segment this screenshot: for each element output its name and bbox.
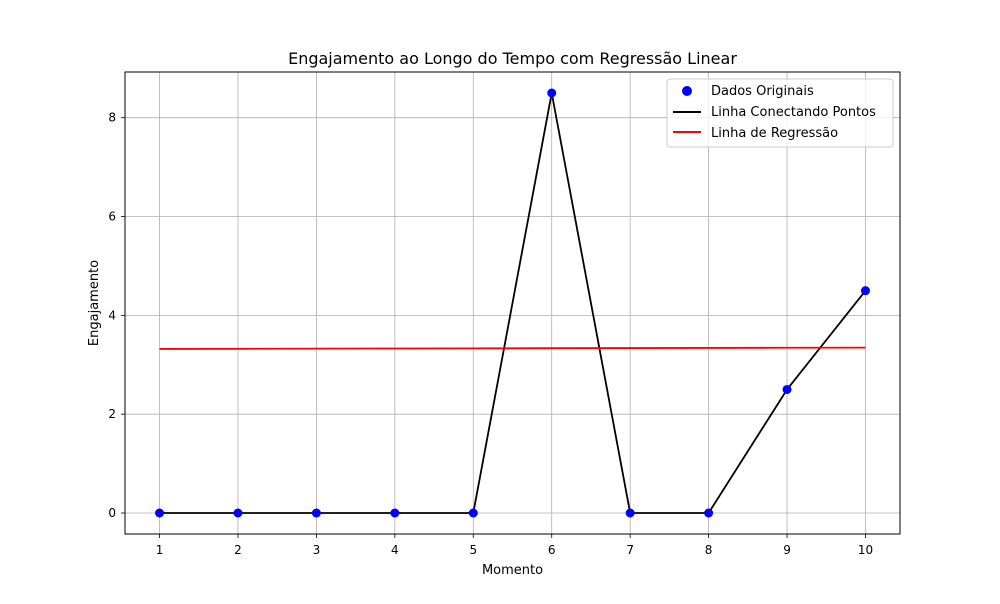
y-tick-label: 0: [108, 506, 116, 520]
legend: Dados Originais Linha Conectando Pontos …: [666, 78, 894, 148]
chart-title: Engajamento ao Longo do Tempo com Regres…: [288, 49, 737, 68]
data-point: [704, 508, 714, 518]
regression-line: [159, 346, 866, 350]
data-point: [468, 508, 478, 518]
y-tick-label: 6: [108, 210, 116, 224]
x-tick-label: 10: [858, 543, 873, 557]
data-point: [390, 508, 400, 518]
data-point: [625, 508, 635, 518]
y-axis-label: Engajamento: [87, 260, 102, 346]
legend-marker-dados-originais: [682, 86, 692, 96]
y-tick-label: 8: [108, 111, 116, 125]
x-tick-label: 6: [548, 543, 556, 557]
x-tick-label: 4: [391, 543, 399, 557]
legend-label-linha-conectando-pontos: Linha Conectando Pontos: [711, 105, 876, 120]
grid-lines: [125, 72, 900, 534]
plot-frame: [124, 71, 901, 535]
x-tick-label: 2: [234, 543, 242, 557]
data-point: [547, 88, 557, 98]
connecting-line: [159, 92, 867, 514]
y-tick-label: 2: [108, 407, 116, 421]
x-tick-label: 1: [156, 543, 164, 557]
x-tick-label: 7: [626, 543, 634, 557]
data-point: [782, 384, 792, 394]
x-axis-label: Momento: [482, 563, 543, 578]
x-tick-label: 8: [705, 543, 713, 557]
x-tick-label: 9: [783, 543, 791, 557]
legend-label-linha-de-regressao: Linha de Regressão: [711, 126, 838, 141]
data-point: [860, 286, 870, 296]
legend-box: [666, 78, 894, 148]
legend-label-dados-originais: Dados Originais: [711, 84, 814, 99]
y-tick-label: 4: [108, 308, 116, 322]
x-tick-label: 3: [313, 543, 321, 557]
axis-ticks: 1 2 3 4 5 6 7 8 9 10 0 2 4 6 8: [108, 111, 873, 557]
data-point: [233, 508, 243, 518]
data-point: [155, 508, 165, 518]
x-tick-label: 5: [469, 543, 477, 557]
data-point: [311, 508, 321, 518]
plot-series: [155, 88, 870, 518]
